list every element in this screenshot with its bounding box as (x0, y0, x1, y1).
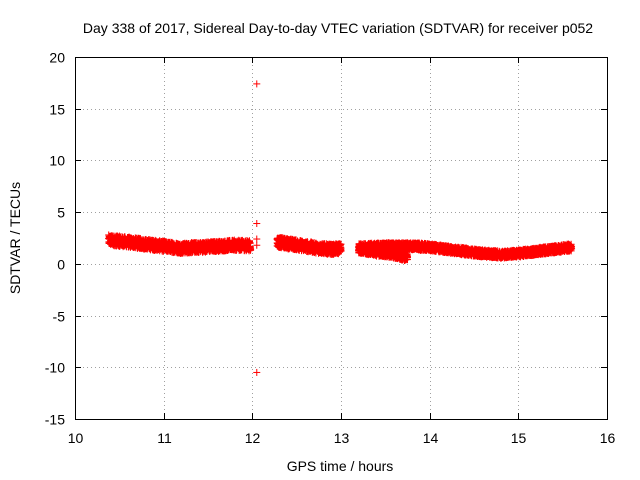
data-points (105, 80, 576, 376)
grid (75, 57, 607, 419)
chart-title: Day 338 of 2017, Sidereal Day-to-day VTE… (83, 20, 593, 36)
